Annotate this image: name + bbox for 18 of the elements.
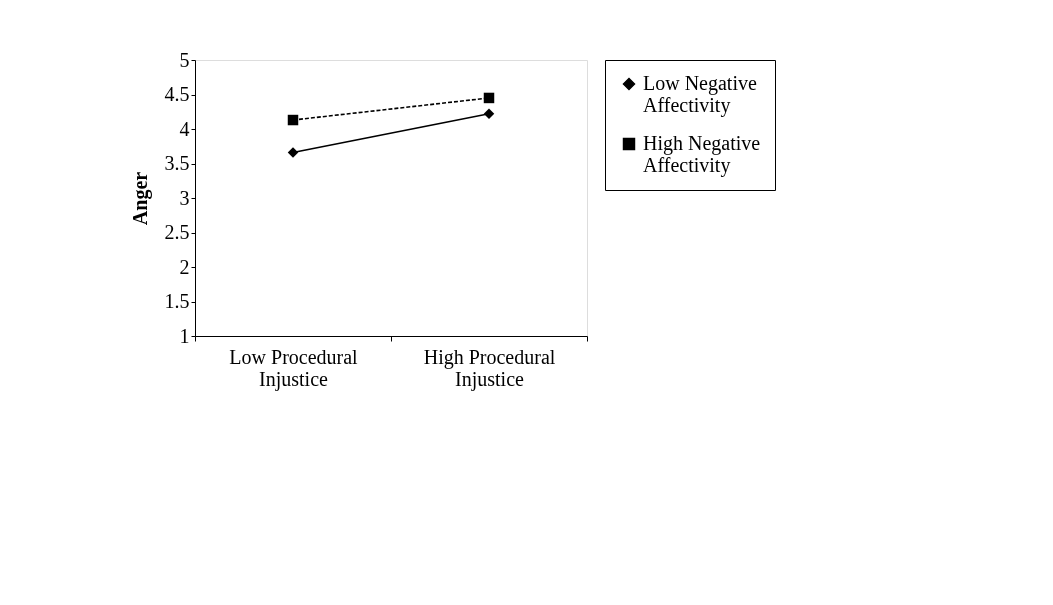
y-tick-label: 4 bbox=[179, 117, 190, 140]
y-tick-label: 4.5 bbox=[164, 83, 190, 105]
y-tick-label: 2.5 bbox=[164, 221, 190, 243]
y-tick-label: 1.5 bbox=[164, 290, 190, 312]
y-tick-label: 1 bbox=[179, 324, 190, 347]
legend-label: Low Negative Affectivity bbox=[643, 72, 757, 117]
point bbox=[287, 114, 299, 126]
y-tick-label: 3.5 bbox=[164, 152, 190, 174]
x-tick-label: Low Procedural Injustice bbox=[229, 345, 359, 391]
x-tick-label: High Procedural Injustice bbox=[423, 345, 556, 391]
y-tick-label: 3 bbox=[179, 186, 190, 209]
point bbox=[287, 147, 299, 158]
y-tick-label: 2 bbox=[179, 255, 190, 278]
point bbox=[483, 92, 495, 104]
y-tick-label: 5 bbox=[179, 48, 190, 71]
y-axis-title: Anger bbox=[128, 171, 152, 226]
point bbox=[483, 108, 495, 120]
legend-label: High Negative Affectivity bbox=[643, 132, 761, 177]
